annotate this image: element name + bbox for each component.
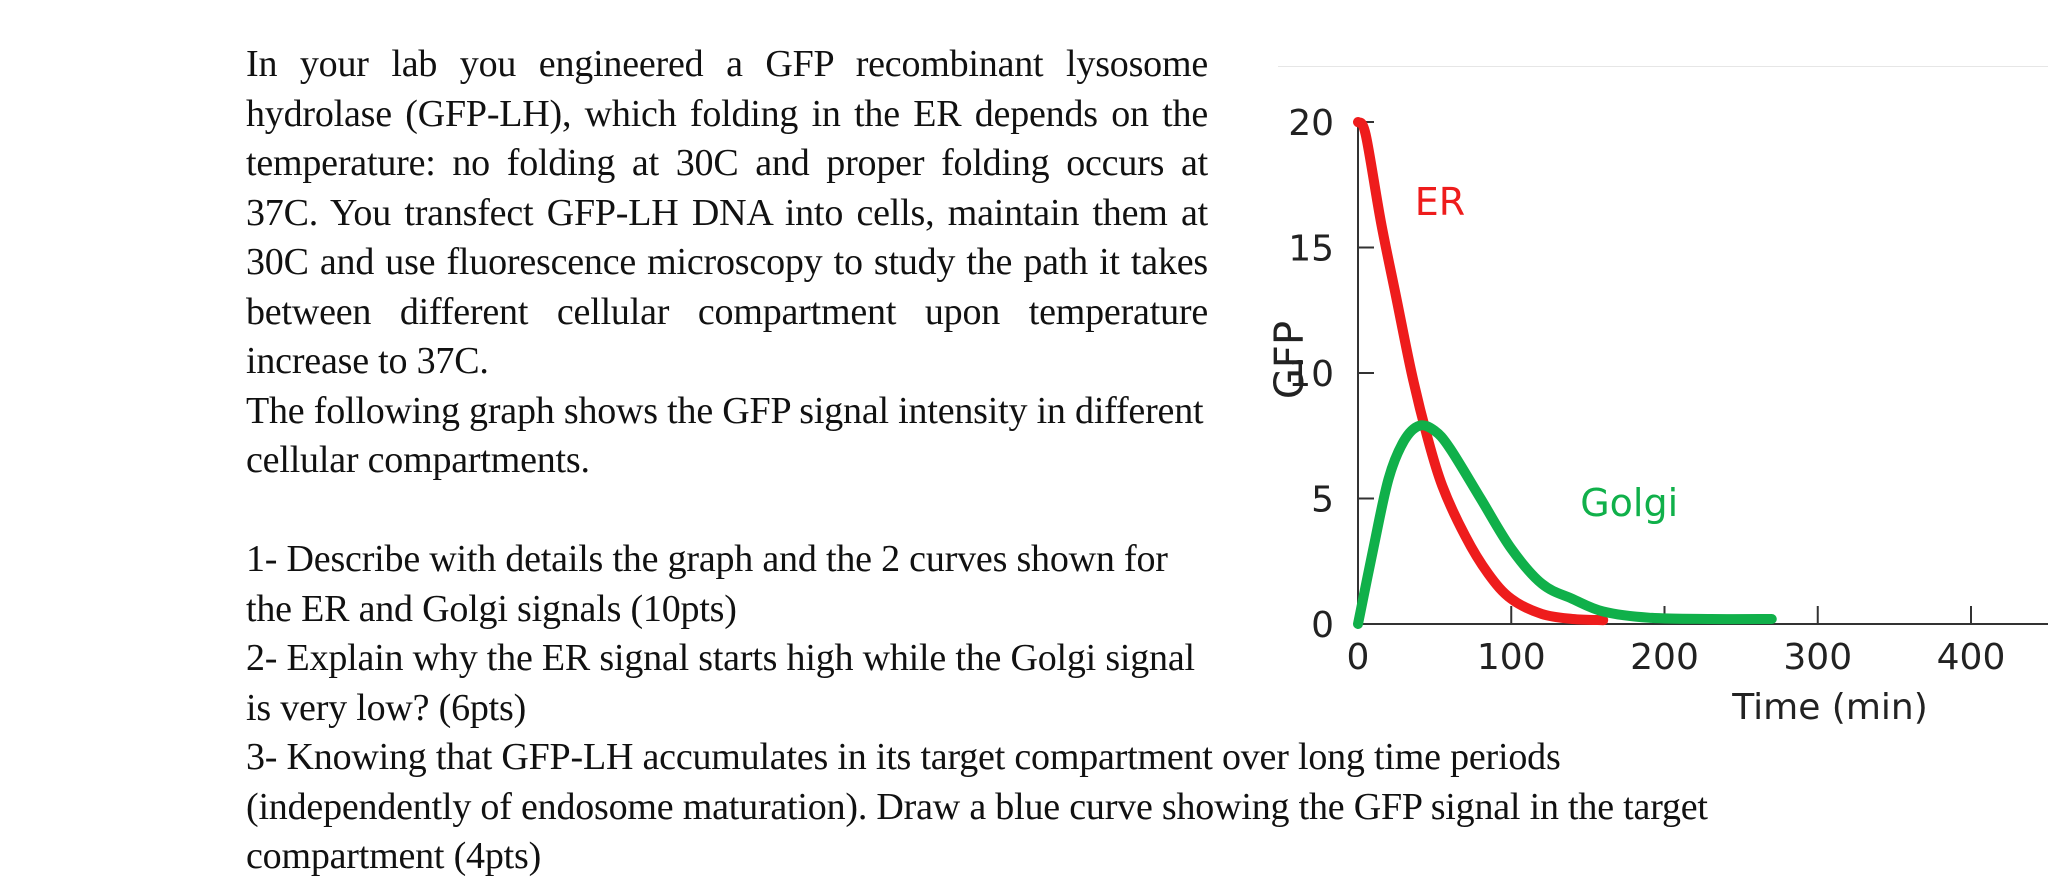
question-1: 1- Describe with details the graph and t… bbox=[246, 538, 1168, 630]
y-tick-label-10: 10 bbox=[1288, 354, 1334, 395]
y-tick-label-5: 5 bbox=[1311, 480, 1334, 521]
x-axis-label: Time (min) bbox=[1731, 687, 1928, 728]
series-line-er bbox=[1353, 117, 1609, 626]
y-tick-label-20: 20 bbox=[1288, 103, 1334, 144]
series-label-er: ER bbox=[1415, 180, 1465, 224]
intro-paragraph: In your lab you engineered a GFP recombi… bbox=[246, 43, 1208, 382]
x-tick-label-200: 200 bbox=[1630, 637, 1699, 678]
gfp-chart: 0 5 10 15 20 0 100 200 300 400 Time (min) GFP ER Golg… bbox=[1250, 80, 2048, 740]
x-tick-label-0: 0 bbox=[1347, 637, 1370, 678]
question-3: 3- Knowing that GFP-LH accumulates in it… bbox=[246, 736, 1708, 877]
chart-top-divider bbox=[1278, 66, 2048, 67]
series-label-golgi: Golgi bbox=[1580, 481, 1678, 525]
y-tick-label-0: 0 bbox=[1311, 605, 1334, 646]
x-tick-label-300: 300 bbox=[1783, 637, 1852, 678]
question-2: 2- Explain why the ER signal starts high… bbox=[246, 637, 1195, 729]
series-line-golgi bbox=[1353, 420, 1777, 629]
x-tick-label-400: 400 bbox=[1937, 637, 2006, 678]
y-tick-label-15: 15 bbox=[1288, 229, 1334, 270]
graph-description-paragraph: The following graph shows the GFP signal… bbox=[246, 389, 1204, 482]
x-tick-label-100: 100 bbox=[1477, 637, 1546, 678]
y-axis-label: GFP bbox=[1267, 321, 1313, 399]
question-text: In your lab you engineered a GFP recombi… bbox=[246, 40, 2048, 882]
